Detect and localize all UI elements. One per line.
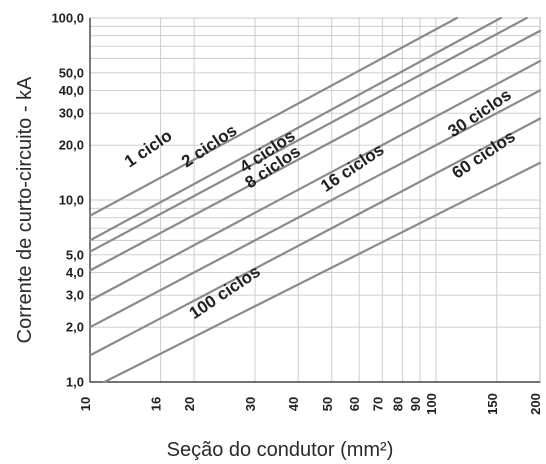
- x-tick-label: 100: [424, 393, 439, 415]
- x-tick-label: 50: [320, 397, 335, 411]
- x-tick-label: 30: [243, 397, 258, 411]
- y-tick-label: 40,0: [59, 83, 84, 98]
- series-line-3: [88, 16, 528, 253]
- y-tick-label: 3,0: [66, 288, 84, 303]
- series-line-4: [88, 29, 542, 272]
- x-tick-label: 10: [78, 397, 93, 411]
- y-tick-label: 100,0: [51, 11, 84, 26]
- series-line-7: [88, 117, 542, 357]
- series-line-5: [88, 59, 542, 302]
- x-tick-label: 150: [485, 393, 500, 415]
- x-tick-label: 80: [390, 397, 405, 411]
- x-tick-label: 90: [408, 397, 423, 411]
- y-axis-title: Corrente de curto-circuito - kA: [14, 76, 36, 343]
- grid-layer: [89, 17, 541, 383]
- x-tick-label: 20: [182, 397, 197, 411]
- x-axis-title: Seção do condutor (mm²): [167, 439, 394, 461]
- y-tick-label: 20,0: [59, 138, 84, 153]
- series-line-2: [88, 16, 502, 242]
- x-tick-label: 40: [286, 397, 301, 411]
- series-line-1: [88, 16, 458, 217]
- y-tick-label: 5,0: [66, 247, 84, 262]
- y-tick-label: 1,0: [66, 375, 84, 390]
- x-tick-label: 16: [149, 397, 164, 411]
- y-tick-labels: 1,0 2,0 3,0 4,0 5,0 10,0 20,0 30,0 40,0 50,0 100,0: [51, 11, 84, 390]
- y-tick-label: 10,0: [59, 193, 84, 208]
- y-tick-label: 50,0: [59, 65, 84, 80]
- series-line-8: [103, 161, 542, 384]
- x-tick-label: 70: [370, 397, 385, 411]
- series-line-6: [88, 89, 542, 329]
- y-tick-label: 4,0: [66, 265, 84, 280]
- y-tick-label: 30,0: [59, 106, 84, 121]
- x-tick-label: 200: [528, 393, 543, 415]
- y-tick-label: 2,0: [66, 320, 84, 335]
- x-tick-label: 60: [347, 397, 362, 411]
- x-tick-labels: 10 16 20 30 40 50 60 70 80 90 100 150 200: [78, 393, 543, 415]
- curve-layer: [88, 16, 542, 384]
